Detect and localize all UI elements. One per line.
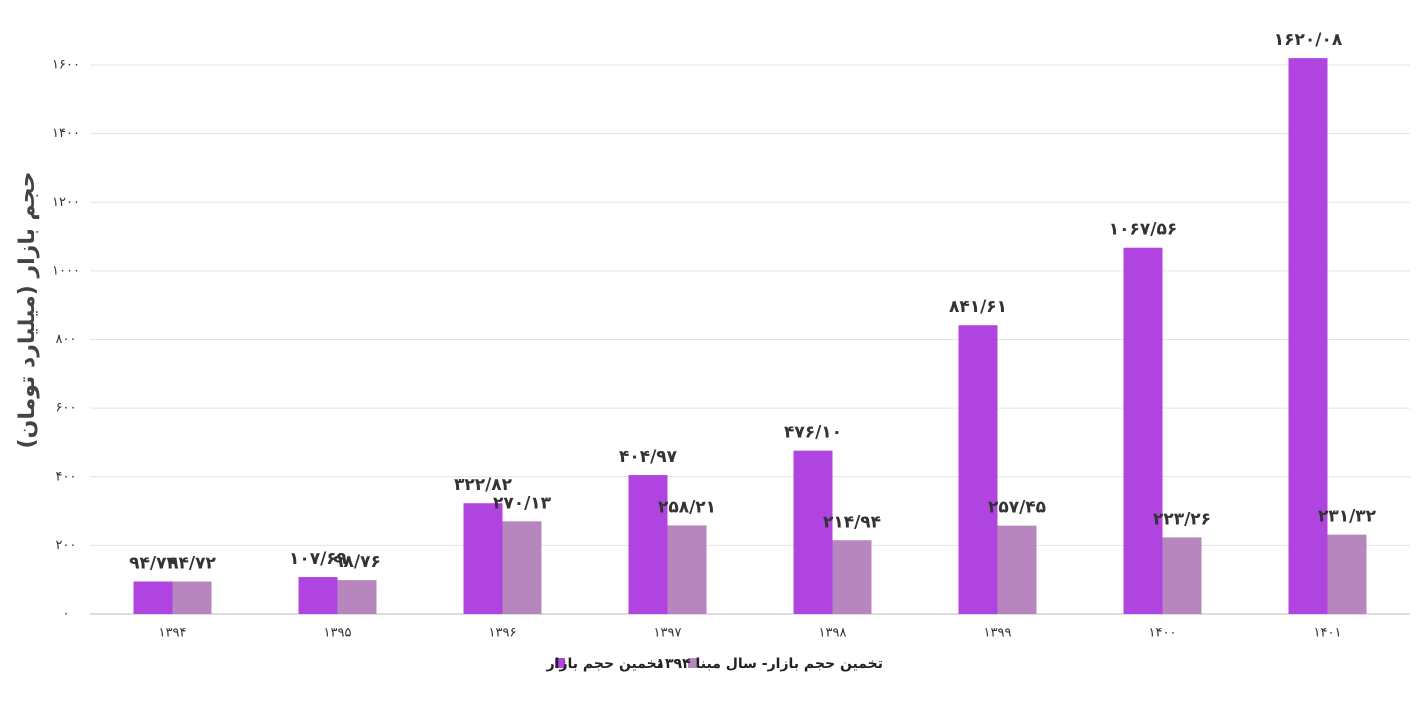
value-label: ۴۰۴/۹۷ [619, 447, 678, 467]
bar [133, 581, 173, 614]
legend-label: تخمین حجم بازار [546, 656, 662, 672]
value-label: ۲۳۱/۳۲ [1318, 507, 1377, 527]
bar [1288, 58, 1328, 614]
x-tick-label: ۱۳۹۵ [324, 626, 352, 641]
y-tick-label: ۱۶۰۰ [52, 58, 80, 73]
value-label: ۱۰۷/۶۹ [289, 549, 348, 569]
bar [667, 525, 707, 614]
x-tick-label: ۱۳۹۷ [654, 626, 682, 641]
legend-swatch [688, 658, 698, 668]
y-tick-label: ۱۲۰۰ [52, 195, 80, 210]
x-tick-label: ۱۴۰۰ [1149, 626, 1177, 641]
x-tick-label: ۱۴۰۱ [1314, 626, 1342, 641]
bar [628, 475, 668, 614]
x-tick-label: ۱۳۹۸ [819, 626, 847, 641]
bar [793, 450, 833, 614]
legend-swatch [555, 658, 565, 668]
bar [172, 581, 212, 614]
bar [298, 577, 338, 614]
y-tick-label: ۶۰۰ [56, 401, 77, 416]
y-axis-label: حجم بازار (میلیارد تومان) [15, 172, 40, 449]
value-label: ۹۴/۷۲ [168, 554, 216, 574]
bar [832, 540, 872, 614]
bar [997, 525, 1037, 614]
x-tick-label: ۱۳۹۶ [489, 626, 517, 641]
y-tick-label: ۲۰۰ [56, 538, 77, 553]
bar [502, 521, 542, 614]
value-label: ۱۶۲۰/۰۸ [1274, 30, 1343, 50]
value-label: ۸۴۱/۶۱ [949, 297, 1007, 317]
value-label: ۲۵۷/۴۵ [988, 498, 1046, 518]
bar [1162, 537, 1202, 614]
bar [958, 325, 998, 614]
value-label: ۹۴/۷۲ [129, 554, 177, 574]
x-tick-label: ۱۳۹۹ [984, 626, 1012, 641]
value-label: ۱۰۶۷/۵۶ [1109, 220, 1177, 240]
bar [463, 503, 503, 614]
bar [337, 580, 377, 614]
value-label: ۲۷۰/۱۳ [493, 493, 552, 513]
y-tick-label: ۱۰۰۰ [52, 263, 80, 278]
value-label: ۴۷۶/۱۰ [784, 423, 842, 443]
y-tick-label: ۰ [63, 607, 70, 622]
legend-label: تخمین حجم بازار- سال مبنا ۱۳۹۴ [656, 656, 883, 672]
y-tick-label: ۸۰۰ [56, 332, 77, 347]
bar [1327, 534, 1367, 614]
value-label: ۳۲۲/۸۲ [454, 475, 513, 495]
value-label: ۲۵۸/۲۱ [658, 497, 716, 517]
y-tick-label: ۴۰۰ [56, 469, 77, 484]
value-label: ۹۸/۷۶ [333, 552, 381, 572]
bar [1123, 247, 1163, 614]
value-label: ۲۲۳/۲۶ [1153, 509, 1211, 529]
value-label: ۲۱۴/۹۴ [823, 512, 881, 532]
x-tick-label: ۱۳۹۴ [159, 626, 187, 641]
y-tick-label: ۱۴۰۰ [52, 126, 80, 141]
